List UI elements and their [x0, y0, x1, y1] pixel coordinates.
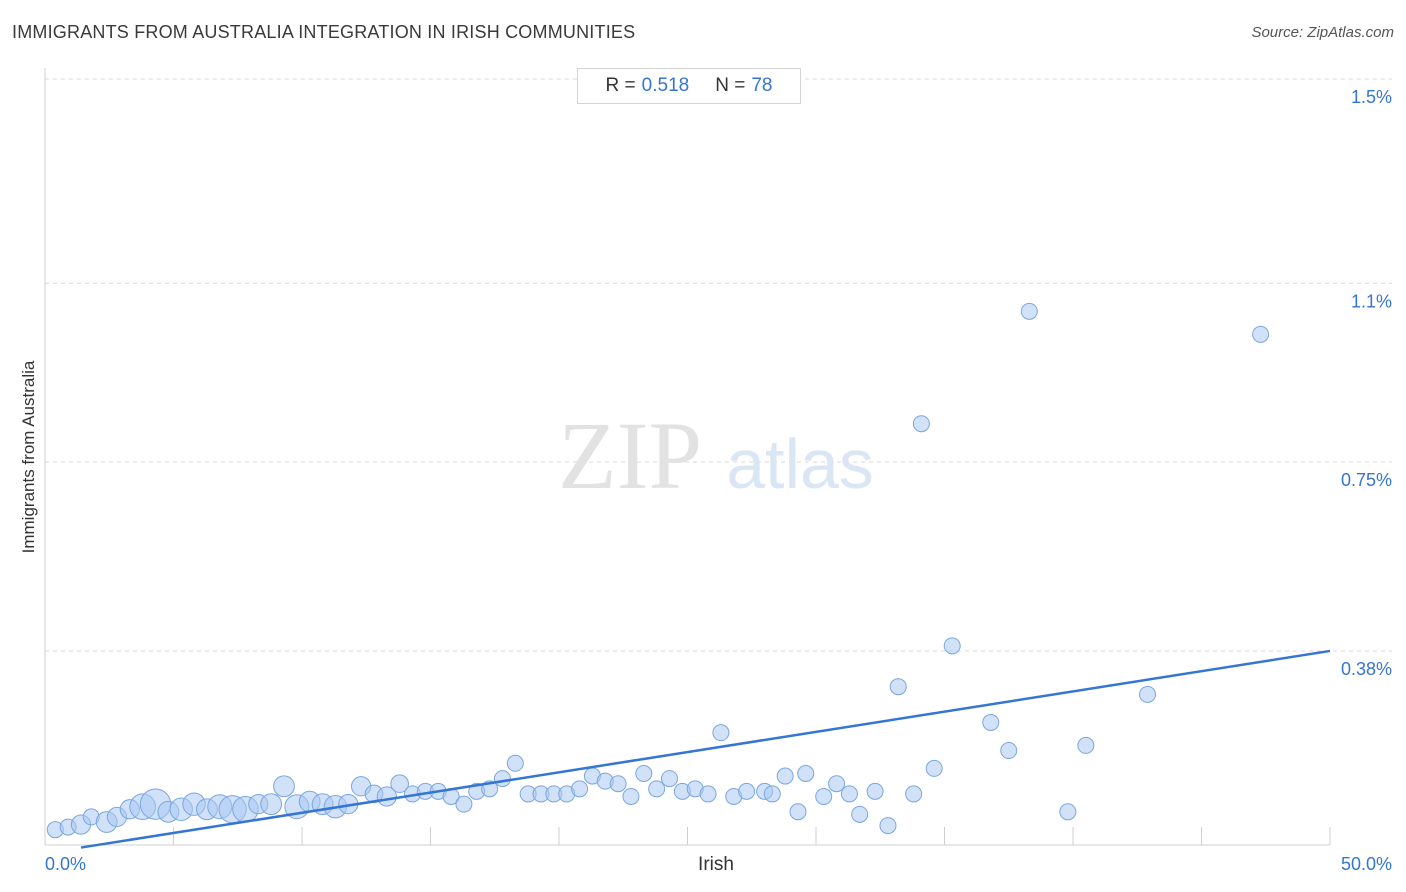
y-tick-label: 1.5% — [1351, 87, 1392, 107]
data-point — [851, 805, 869, 823]
r-label: R = — [605, 75, 636, 96]
data-point — [1059, 803, 1077, 821]
data-point — [712, 724, 730, 742]
y-tick-label: 1.1% — [1351, 291, 1392, 311]
watermark: ZIP atlas — [558, 402, 874, 509]
chart-title: IMMIGRANTS FROM AUSTRALIA INTEGRATION IN… — [12, 22, 636, 42]
data-point — [1000, 742, 1018, 760]
watermark-atlas: atlas — [726, 425, 874, 503]
y-tick-label: 0.38% — [1341, 659, 1392, 679]
n-value: 78 — [751, 75, 773, 96]
data-point — [828, 775, 846, 793]
data-point — [889, 678, 907, 696]
data-point — [661, 770, 679, 788]
data-point — [493, 770, 511, 788]
x-axis-label: Irish — [698, 854, 734, 875]
data-point — [506, 754, 524, 772]
data-point — [622, 787, 640, 805]
data-point — [648, 780, 666, 798]
data-point — [1139, 685, 1157, 703]
source-label: Source: ZipAtlas.com — [1251, 24, 1394, 41]
data-point — [609, 775, 627, 793]
data-point — [797, 765, 815, 783]
data-point — [925, 759, 943, 777]
data-point — [455, 795, 473, 813]
data-point — [738, 782, 756, 800]
data-point — [260, 793, 283, 816]
trendline — [80, 649, 1331, 849]
data-point — [776, 767, 794, 785]
grid-lines — [45, 78, 1392, 652]
data-point — [1020, 302, 1038, 320]
data-point — [912, 415, 930, 433]
data-point — [879, 817, 897, 835]
data-point — [571, 780, 589, 798]
watermark-zip: ZIP — [558, 402, 702, 509]
y-axis-label: Immigrants from Australia — [19, 360, 38, 553]
data-points — [46, 302, 1270, 839]
data-point — [905, 785, 923, 803]
x-tick-label-max: 50.0% — [1341, 854, 1392, 874]
y-tick-label: 0.75% — [1341, 470, 1392, 490]
data-point — [699, 785, 717, 803]
data-point — [1252, 325, 1270, 343]
data-point — [815, 787, 833, 805]
x-tick-label-min: 0.0% — [45, 854, 86, 874]
x-tick-labels: 0.0% 50.0% — [45, 854, 1392, 874]
data-point — [390, 774, 409, 794]
data-point — [982, 713, 1000, 731]
trendline-group — [80, 649, 1331, 849]
data-point — [866, 782, 884, 800]
n-label: N = — [715, 75, 746, 96]
x-axis-ticks — [173, 827, 1331, 845]
data-point — [763, 785, 781, 803]
data-point — [1077, 736, 1095, 754]
data-point — [840, 785, 858, 803]
y-tick-labels: 0.38% 0.75% 1.1% 1.5% — [1341, 87, 1392, 679]
data-point — [635, 765, 653, 783]
data-point — [943, 637, 961, 655]
data-point — [789, 803, 807, 821]
r-value: 0.518 — [641, 75, 690, 96]
data-point — [273, 775, 295, 798]
stats-box: R = 0.518 N = 78 — [577, 68, 801, 104]
